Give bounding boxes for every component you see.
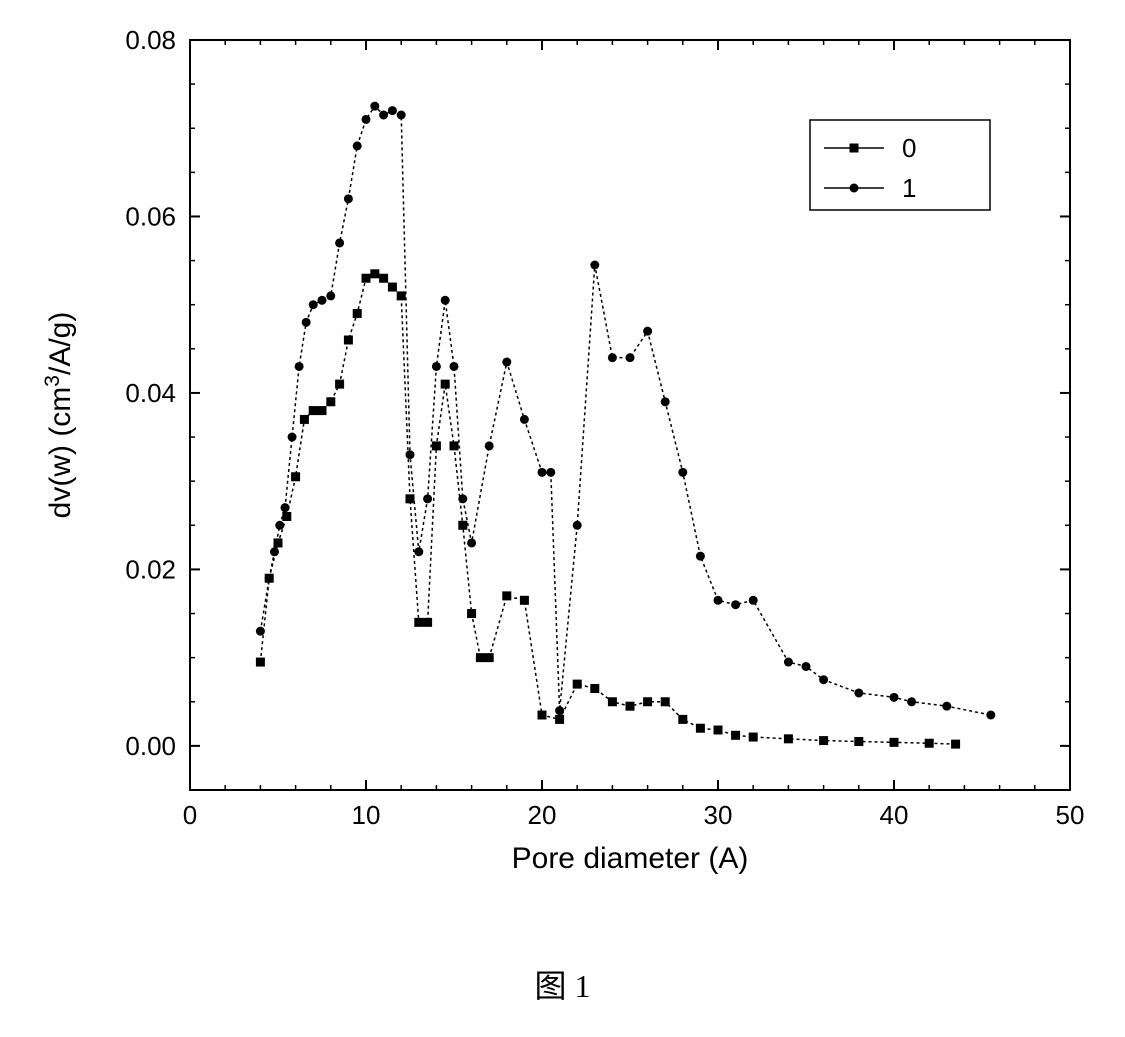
svg-text:30: 30 [704,800,733,830]
svg-text:0.04: 0.04 [125,378,176,408]
figure-caption: 图 1 [0,961,1125,1007]
svg-text:1: 1 [902,173,916,203]
chart-svg: 010203040500.000.020.040.060.08Pore diam… [0,0,1125,930]
svg-text:0.06: 0.06 [125,201,176,231]
svg-text:0: 0 [183,800,197,830]
svg-text:0.02: 0.02 [125,554,176,584]
svg-text:0: 0 [902,133,916,163]
svg-text:dv(w) (cm3/A/g): dv(w) (cm3/A/g) [41,312,78,519]
svg-text:20: 20 [528,800,557,830]
svg-text:10: 10 [352,800,381,830]
svg-text:0.08: 0.08 [125,25,176,55]
svg-text:Pore diameter (A): Pore diameter (A) [512,842,749,875]
figure-container: 010203040500.000.020.040.060.08Pore diam… [0,0,1125,1037]
svg-text:50: 50 [1056,800,1085,830]
svg-text:40: 40 [880,800,909,830]
svg-text:0.00: 0.00 [125,731,176,761]
